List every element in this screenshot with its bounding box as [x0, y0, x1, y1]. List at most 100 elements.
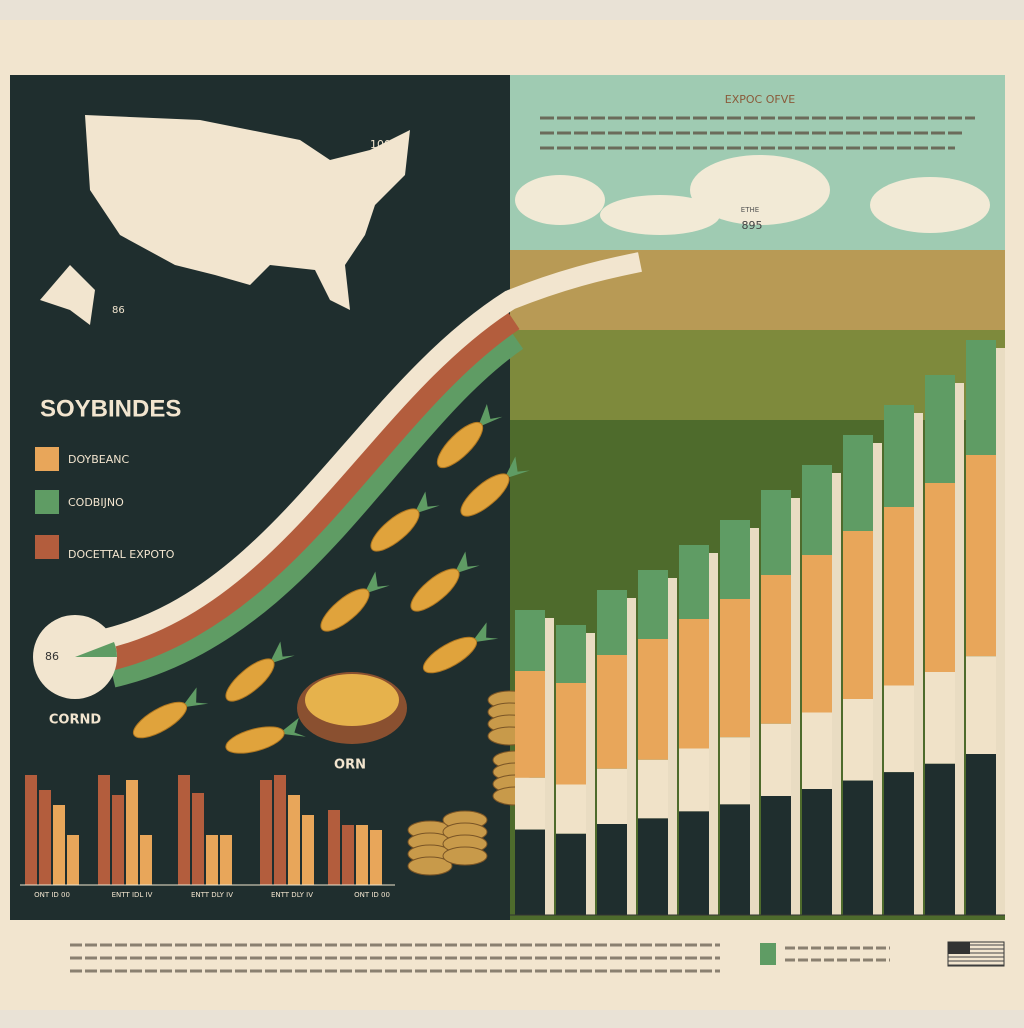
- corn-cob: [132, 701, 188, 739]
- small-bar: [206, 835, 218, 885]
- stacked-segment: [720, 599, 750, 738]
- bar-side: [545, 618, 554, 915]
- corn: [410, 551, 480, 612]
- flag-canton: [948, 942, 970, 954]
- small-bar: [260, 780, 272, 885]
- corn-leaf: [269, 641, 295, 664]
- small-bar: [288, 795, 300, 885]
- stacked-segment: [884, 772, 914, 915]
- pie-label: 86: [45, 650, 59, 663]
- corn-cob: [225, 658, 275, 702]
- stacked-segment: [638, 639, 668, 760]
- bar-side: [750, 528, 759, 915]
- stacked-segment: [925, 763, 955, 915]
- stacked-segment: [679, 545, 709, 619]
- stacked-segment: [843, 699, 873, 781]
- footer-swatch: [760, 943, 776, 965]
- stacked-segment: [515, 829, 545, 915]
- corn-cob: [422, 636, 478, 674]
- corn-leaf: [364, 571, 390, 594]
- stacked-segment: [802, 555, 832, 713]
- decoration: ONT ID 00 ENTT IDL IV ENTT DLY IV ENTT DLY …: [20, 115, 1005, 973]
- stacked-segment: [802, 465, 832, 555]
- bar-side: [914, 413, 923, 915]
- small-bar: [178, 775, 190, 885]
- small-chart-label: ONT ID 00: [34, 891, 70, 899]
- legend-title: SOYBINDES: [40, 395, 181, 422]
- legend-label: DOCETTAL EXPOTO: [68, 548, 175, 561]
- stacked-segment: [556, 833, 586, 915]
- bowl-caption: ORN: [334, 758, 366, 773]
- corn-leaf: [504, 456, 530, 479]
- corn: [370, 491, 440, 552]
- header-title: EXPOC OFVE: [725, 93, 795, 106]
- stacked-segment: [843, 780, 873, 915]
- corn: [320, 571, 390, 632]
- small-bar: [302, 815, 314, 885]
- stacked-segment: [925, 672, 955, 764]
- stacked-segment: [884, 685, 914, 773]
- stacked-segment: [802, 789, 832, 915]
- corn-leaf: [181, 687, 209, 708]
- stacked-segment: [597, 824, 627, 915]
- stacked-segment: [720, 737, 750, 805]
- corn-leaf: [454, 551, 480, 574]
- stacked-segment: [515, 671, 545, 778]
- corn-cob: [436, 421, 484, 469]
- corn-cob: [370, 508, 420, 552]
- small-bar: [67, 835, 79, 885]
- alaska: [40, 265, 95, 325]
- us-map: [85, 115, 410, 310]
- coin: [407, 856, 453, 876]
- small-chart-label: ENTT DLY IV: [191, 891, 233, 899]
- legend-swatch: [35, 490, 59, 514]
- corn: [225, 641, 295, 702]
- bar-side: [996, 348, 1005, 915]
- stacked-segment: [638, 570, 668, 639]
- map-label: 86: [112, 305, 125, 316]
- stacked-segment: [966, 340, 996, 455]
- corn-leaf: [471, 622, 499, 643]
- stacked-segment: [884, 507, 914, 686]
- stacked-segment: [638, 818, 668, 915]
- stacked-segment: [720, 520, 750, 599]
- corn: [132, 687, 209, 739]
- small-bar: [328, 810, 340, 885]
- small-bar: [53, 805, 65, 885]
- corn-cob: [460, 473, 510, 517]
- stacked-segment: [556, 784, 586, 834]
- bar-side: [791, 498, 800, 915]
- small-bar: [356, 825, 368, 885]
- small-bar: [274, 775, 286, 885]
- stacked-segment: [556, 683, 586, 785]
- stacked-segment: [597, 768, 627, 824]
- small-bar: [370, 830, 382, 885]
- stacked-segment: [761, 575, 791, 724]
- stacked-segment: [515, 610, 545, 671]
- corn-cob: [225, 726, 285, 754]
- corn-leaf: [414, 491, 440, 514]
- small-chart-label: ENTT DLY IV: [271, 891, 313, 899]
- corn-leaf: [477, 403, 503, 428]
- small-chart-label: ONT ID 00: [354, 891, 390, 899]
- bar-side: [627, 598, 636, 915]
- bowl-grain: [305, 674, 399, 726]
- stacked-segment: [597, 590, 627, 655]
- stacked-segment: [966, 656, 996, 754]
- legend-label: CODBIJNO: [68, 496, 124, 509]
- corn-cob: [410, 568, 460, 612]
- small-bar: [25, 775, 37, 885]
- stacked-segment: [761, 723, 791, 796]
- stacked-segment: [925, 483, 955, 672]
- small-bar: [98, 775, 110, 885]
- stacked-segment: [761, 490, 791, 575]
- small-bar: [126, 780, 138, 885]
- ribbon: [97, 252, 642, 650]
- small-bar: [140, 835, 152, 885]
- corn-leaf: [279, 717, 306, 737]
- small-bar: [112, 795, 124, 885]
- stacked-segment: [515, 777, 545, 830]
- small-bar: [220, 835, 232, 885]
- small-chart-label: ENTT IDL IV: [112, 891, 153, 899]
